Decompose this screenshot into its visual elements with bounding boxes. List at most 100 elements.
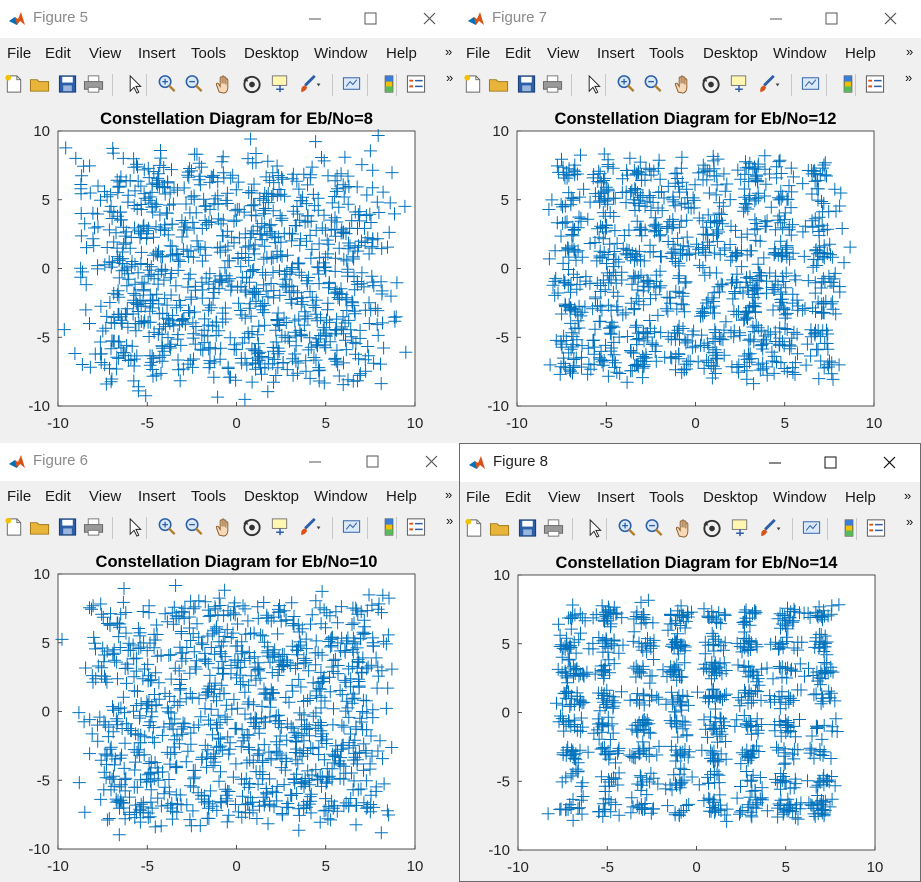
menu-desktop[interactable]: Desktop	[244, 45, 300, 62]
menu-file[interactable]: File	[466, 45, 491, 62]
title-bar[interactable]: Figure 5	[0, 0, 459, 38]
print-icon[interactable]	[542, 517, 566, 539]
rotate-3d-icon[interactable]	[699, 73, 723, 95]
menu-tools[interactable]: Tools	[649, 45, 685, 62]
open-file-icon[interactable]	[487, 73, 511, 95]
figure-window-8[interactable]: Figure 8 File Edit View Insert Tools Des…	[459, 443, 921, 882]
close-icon[interactable]	[406, 4, 452, 34]
select-arrow-icon[interactable]	[581, 73, 605, 95]
figure-canvas[interactable]: Constellation Diagram for Eb/No=14 -10 -5 0…	[460, 545, 920, 881]
colorbar-icon[interactable]	[837, 517, 861, 539]
brush-icon[interactable]	[756, 73, 780, 95]
link-plot-icon[interactable]	[340, 73, 364, 95]
save-icon[interactable]	[56, 516, 80, 538]
close-icon[interactable]	[866, 448, 912, 478]
constellation-plot[interactable]: Constellation Diagram for Eb/No=12-10 -5 0…	[459, 101, 921, 443]
pan-hand-icon[interactable]	[671, 73, 695, 95]
toolbar-overflow-icon[interactable]: »	[446, 513, 454, 528]
menu-window[interactable]: Window	[314, 45, 368, 62]
data-cursor-icon[interactable]	[727, 73, 751, 95]
maximize-icon[interactable]	[348, 4, 394, 34]
title-bar[interactable]: Figure 6	[0, 443, 459, 481]
new-figure-icon[interactable]	[461, 73, 485, 95]
pan-hand-icon[interactable]	[212, 516, 236, 538]
pan-hand-icon[interactable]	[212, 73, 236, 95]
figure-canvas[interactable]: Constellation Diagram for Eb/No=8 -10 -5 0 5…	[0, 101, 459, 443]
menu-edit[interactable]: Edit	[505, 45, 531, 62]
toolbar-overflow-icon[interactable]: »	[905, 70, 913, 85]
zoom-in-icon[interactable]	[155, 516, 179, 538]
menu-tools[interactable]: Tools	[191, 488, 227, 505]
select-arrow-icon[interactable]	[122, 516, 146, 538]
menu-file[interactable]: File	[7, 488, 32, 505]
menu-file[interactable]: File	[7, 45, 32, 62]
menu-view[interactable]: View	[89, 45, 122, 62]
save-icon[interactable]	[56, 73, 80, 95]
data-cursor-icon[interactable]	[268, 73, 292, 95]
menu-help[interactable]: Help	[845, 489, 876, 506]
menu-desktop[interactable]: Desktop	[703, 489, 759, 506]
close-icon[interactable]	[867, 4, 913, 34]
link-plot-icon[interactable]	[799, 73, 823, 95]
colorbar-icon[interactable]	[377, 516, 401, 538]
maximize-icon[interactable]	[350, 447, 396, 477]
brush-icon[interactable]	[757, 517, 781, 539]
open-file-icon[interactable]	[488, 517, 512, 539]
menu-edit[interactable]: Edit	[505, 489, 531, 506]
zoom-in-icon[interactable]	[614, 73, 638, 95]
save-icon[interactable]	[515, 73, 539, 95]
menu-help[interactable]: Help	[845, 45, 876, 62]
open-file-icon[interactable]	[28, 73, 52, 95]
menu-insert[interactable]: Insert	[138, 45, 176, 62]
menu-help[interactable]: Help	[386, 488, 417, 505]
maximize-icon[interactable]	[809, 4, 855, 34]
rotate-3d-icon[interactable]	[240, 73, 264, 95]
toolbar-overflow-icon[interactable]: »	[906, 514, 914, 529]
rotate-3d-icon[interactable]	[240, 516, 264, 538]
new-figure-icon[interactable]	[2, 73, 26, 95]
title-bar[interactable]: Figure 7	[459, 0, 921, 38]
open-file-icon[interactable]	[28, 516, 52, 538]
menu-window[interactable]: Window	[773, 45, 827, 62]
select-arrow-icon[interactable]	[582, 517, 606, 539]
legend-icon[interactable]	[404, 516, 428, 538]
brush-icon[interactable]	[297, 73, 321, 95]
menu-overflow-icon[interactable]: »	[904, 488, 912, 503]
toolbar-overflow-icon[interactable]: »	[446, 70, 454, 85]
zoom-in-icon[interactable]	[615, 517, 639, 539]
minimize-icon[interactable]	[753, 4, 799, 34]
select-arrow-icon[interactable]	[122, 73, 146, 95]
menu-view[interactable]: View	[548, 489, 581, 506]
legend-icon[interactable]	[404, 73, 428, 95]
figure-window-7[interactable]: Figure 7 File Edit View Insert Tools Des…	[459, 0, 921, 443]
link-plot-icon[interactable]	[800, 517, 824, 539]
menu-view[interactable]: View	[89, 488, 122, 505]
legend-icon[interactable]	[863, 73, 887, 95]
print-icon[interactable]	[82, 516, 106, 538]
minimize-icon[interactable]	[292, 4, 338, 34]
menu-edit[interactable]: Edit	[45, 45, 71, 62]
menu-overflow-icon[interactable]: »	[906, 44, 914, 59]
menu-view[interactable]: View	[547, 45, 580, 62]
constellation-plot[interactable]: Constellation Diagram for Eb/No=14-10 -5 0…	[460, 545, 920, 881]
menu-file[interactable]: File	[466, 489, 491, 506]
link-plot-icon[interactable]	[340, 516, 364, 538]
brush-icon[interactable]	[297, 516, 321, 538]
figure-window-6[interactable]: Figure 6 File Edit View Insert Tools Des…	[0, 443, 459, 882]
zoom-in-icon[interactable]	[155, 73, 179, 95]
zoom-out-icon[interactable]	[182, 73, 206, 95]
rotate-3d-icon[interactable]	[700, 517, 724, 539]
close-icon[interactable]	[408, 447, 454, 477]
menu-desktop[interactable]: Desktop	[703, 45, 759, 62]
new-figure-icon[interactable]	[462, 517, 486, 539]
figure-canvas[interactable]: Constellation Diagram for Eb/No=10 -10 -5 0…	[0, 544, 459, 882]
figure-window-5[interactable]: Figure 5 File Edit View Insert Tools Des…	[0, 0, 459, 443]
menu-insert[interactable]: Insert	[597, 489, 635, 506]
menu-tools[interactable]: Tools	[649, 489, 685, 506]
legend-icon[interactable]	[864, 517, 888, 539]
title-bar[interactable]: Figure 8	[460, 444, 920, 482]
print-icon[interactable]	[82, 73, 106, 95]
menu-tools[interactable]: Tools	[191, 45, 227, 62]
constellation-plot[interactable]: Constellation Diagram for Eb/No=8-10 -5 0 5…	[0, 101, 459, 443]
menu-help[interactable]: Help	[386, 45, 417, 62]
